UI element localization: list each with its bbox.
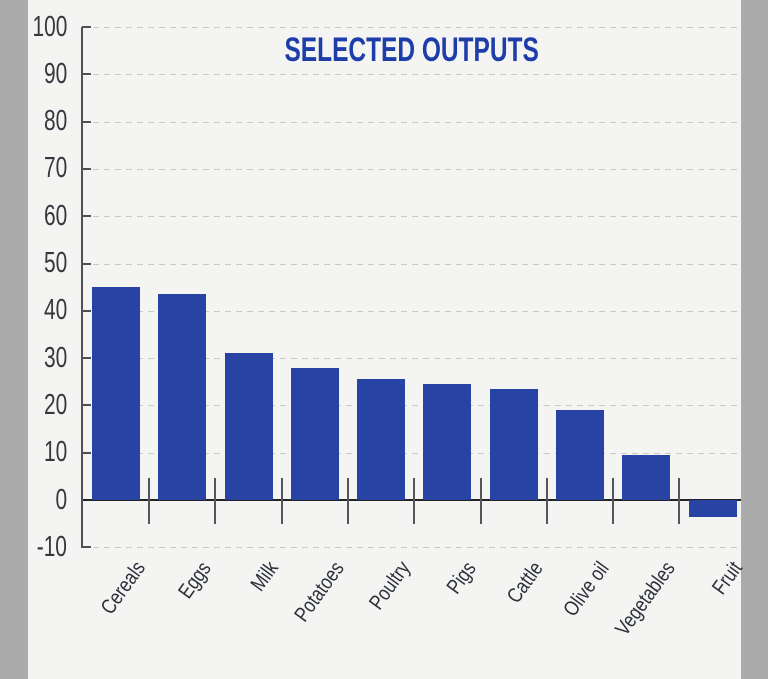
bar-olive-oil (555, 410, 604, 500)
x-separator-tick-0 (148, 478, 151, 524)
x-axis-label-text: Pigs (442, 557, 482, 599)
y-axis-label-text: 30 (43, 341, 67, 374)
y-axis-label-20: 20 (0, 388, 67, 421)
gridline-40 (82, 310, 741, 312)
x-separator-tick-6 (545, 478, 548, 524)
y-axis-label--10: -10 (0, 530, 67, 563)
x-axis-label-text: Poultry (364, 557, 415, 615)
y-axis-label-text: 50 (43, 247, 67, 279)
gridline-60 (82, 216, 741, 218)
x-axis-label-text: Vegetables (611, 557, 681, 640)
y-axis-label-0: 0 (0, 483, 67, 516)
y-axis-label-text: 80 (43, 105, 67, 138)
y-axis-label-100: 100 (0, 10, 67, 43)
x-separator-tick-7 (612, 478, 615, 524)
y-axis-label-90: 90 (0, 57, 67, 90)
x-axis-label-text: Eggs (174, 557, 217, 603)
y-axis-label-text: 40 (43, 294, 67, 327)
x-separator-tick-5 (479, 478, 482, 524)
zero-baseline (82, 499, 741, 501)
y-axis-tick-20 (82, 404, 91, 407)
y-axis-label-text: 70 (43, 152, 67, 185)
x-axis-label-text: Fruit (707, 557, 747, 599)
y-axis-label-30: 30 (0, 341, 67, 374)
x-separator-tick-3 (346, 478, 349, 524)
y-axis-label-text: 10 (43, 436, 67, 469)
y-axis-label-text: 60 (43, 199, 67, 232)
x-axis-label-text: Cattle (502, 557, 548, 608)
y-axis-label-10: 10 (0, 438, 67, 467)
gridline-10 (82, 452, 741, 454)
gridline-30 (82, 358, 741, 360)
bar-fruit (688, 500, 737, 517)
bar-vegetables (622, 455, 671, 500)
chart-title: SELECTED OUTPUTS (82, 33, 741, 67)
gridline-50 (82, 263, 741, 265)
y-axis-label-text: 20 (43, 388, 67, 421)
gridline--10 (82, 547, 741, 549)
gridline-70 (82, 168, 741, 170)
y-axis-tick-80 (82, 120, 91, 123)
chart-title-text: SELECTED OUTPUTS (284, 31, 539, 69)
bar-cereals (92, 287, 140, 500)
bar-cattle (489, 388, 538, 500)
y-axis-label-70: 70 (0, 154, 67, 183)
bar-pigs (423, 384, 472, 500)
y-axis-tick-60 (82, 215, 91, 218)
y-axis-line (81, 27, 83, 549)
y-axis-label-60: 60 (0, 199, 67, 232)
y-axis-label-80: 80 (0, 107, 67, 136)
x-separator-tick-4 (413, 478, 416, 524)
y-axis-tick-90 (82, 73, 91, 76)
bar-potatoes (290, 367, 339, 500)
gridline-80 (82, 121, 741, 123)
bar-poultry (357, 379, 406, 500)
left-gutter (0, 0, 28, 679)
bar-milk (224, 353, 273, 500)
gridline-100 (82, 27, 741, 28)
y-axis-label-40: 40 (0, 296, 67, 325)
y-axis-label-text: 90 (43, 57, 67, 90)
gridline-90 (82, 74, 741, 76)
y-axis-tick-70 (82, 167, 91, 170)
y-axis-label-text: 0 (55, 483, 67, 516)
y-axis-label-text: 100 (32, 10, 67, 43)
y-axis-tick-50 (82, 262, 91, 265)
y-axis-tick--10 (82, 546, 91, 549)
right-gutter (741, 0, 768, 679)
x-axis-label-text: Milk (245, 557, 283, 596)
y-axis-tick-40 (82, 309, 91, 312)
bar-eggs (158, 294, 207, 500)
y-axis-label-text: -10 (36, 530, 67, 563)
x-separator-tick-2 (280, 478, 283, 524)
gridline-20 (82, 405, 741, 407)
x-axis-label-text: Cereals (96, 557, 150, 619)
y-axis-tick-10 (82, 451, 91, 454)
x-axis-label-text: Potatoes (290, 557, 349, 626)
x-separator-tick-8 (678, 478, 681, 524)
y-axis-tick-100 (82, 26, 91, 28)
y-axis-label-50: 50 (0, 249, 67, 278)
x-axis-label-text: Olive oil (559, 557, 614, 621)
y-axis-tick-30 (82, 357, 91, 360)
x-separator-tick-1 (214, 478, 217, 524)
